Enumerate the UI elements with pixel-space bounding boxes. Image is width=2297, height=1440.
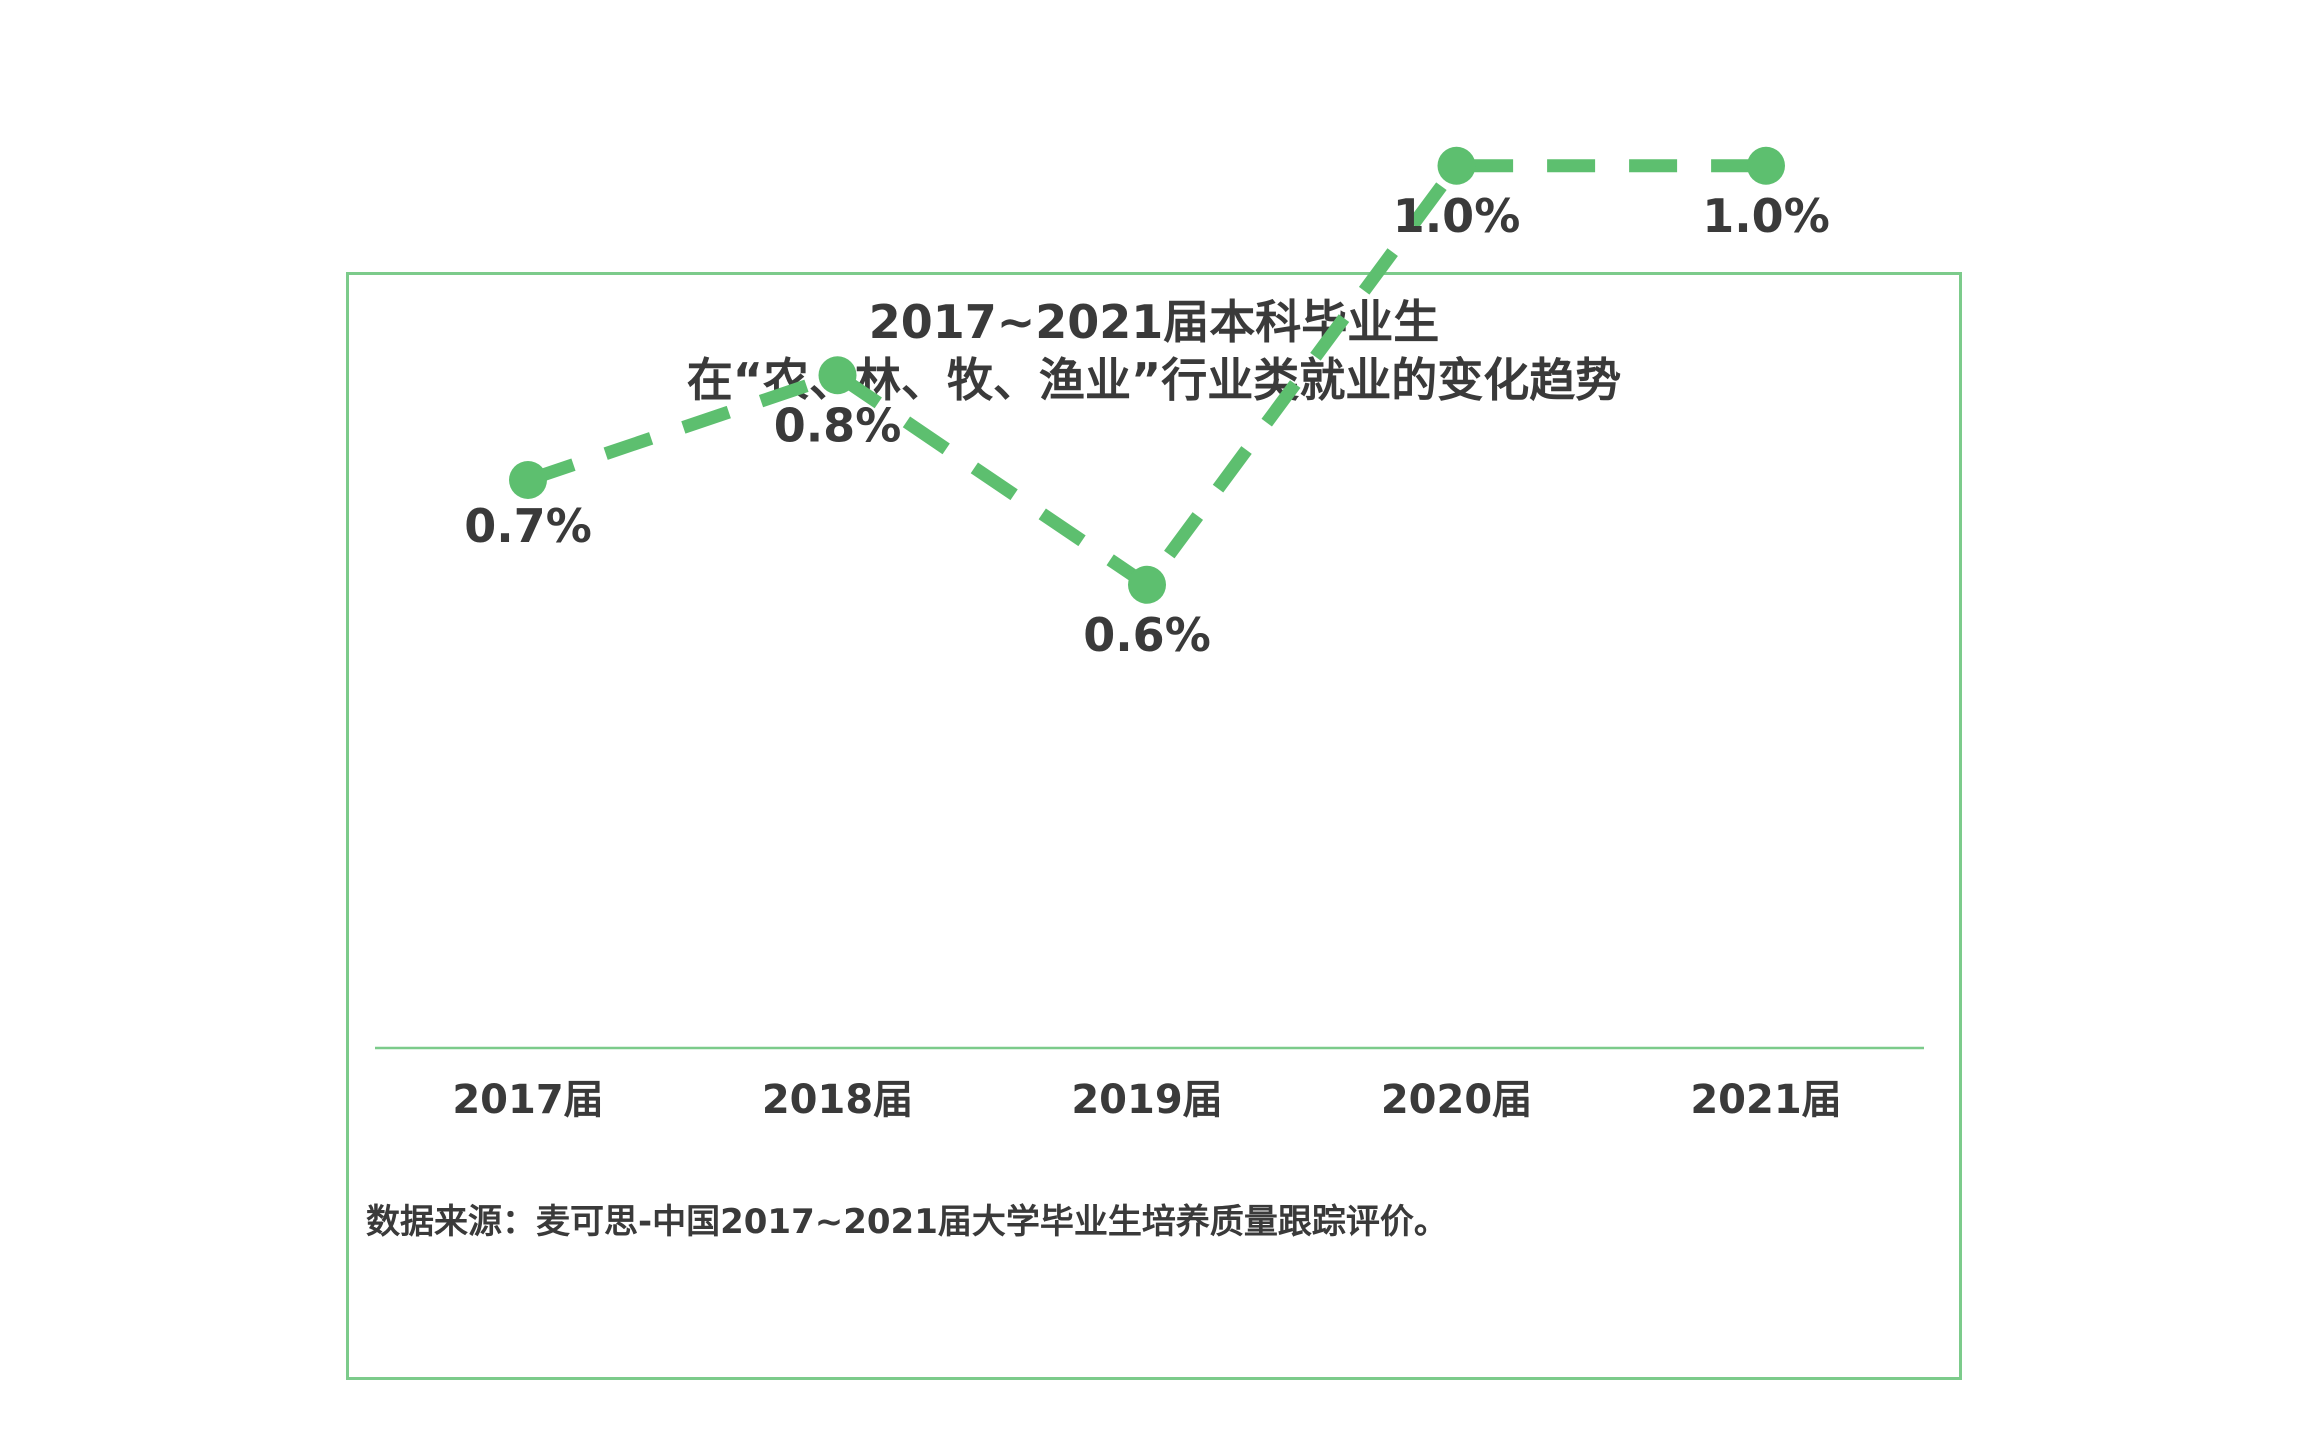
x-tick-label: 2017届 [452, 1077, 603, 1123]
x-tick-label: 2019届 [1071, 1077, 1222, 1123]
x-tick-label: 2020届 [1381, 1077, 1532, 1123]
data-label: 1.0% [1393, 189, 1521, 243]
x-tick-label: 2018届 [762, 1077, 913, 1123]
data-point [509, 461, 547, 499]
data-label: 0.6% [1083, 608, 1211, 662]
data-label: 1.0% [1702, 189, 1830, 243]
data-point [1128, 565, 1166, 604]
data-label: 0.7% [464, 499, 592, 553]
data-point [818, 356, 857, 395]
x-tick-labels: 2017届 2018届 2019届 2020届 2021届 [452, 1077, 1841, 1123]
x-tick-label: 2021届 [1690, 1077, 1841, 1123]
data-label: 0.8% [774, 398, 902, 452]
chart-title: 2017~2021届本科毕业生 [869, 295, 1440, 349]
data-point [1437, 146, 1476, 185]
data-point [1747, 146, 1785, 185]
series-layer: 0.7% 0.8% 0.6% 1.0% 1.0% [464, 146, 1830, 662]
source-note: 数据来源：麦可思-中国2017~2021届大学毕业生培养质量跟踪评价。 [366, 1202, 1448, 1242]
